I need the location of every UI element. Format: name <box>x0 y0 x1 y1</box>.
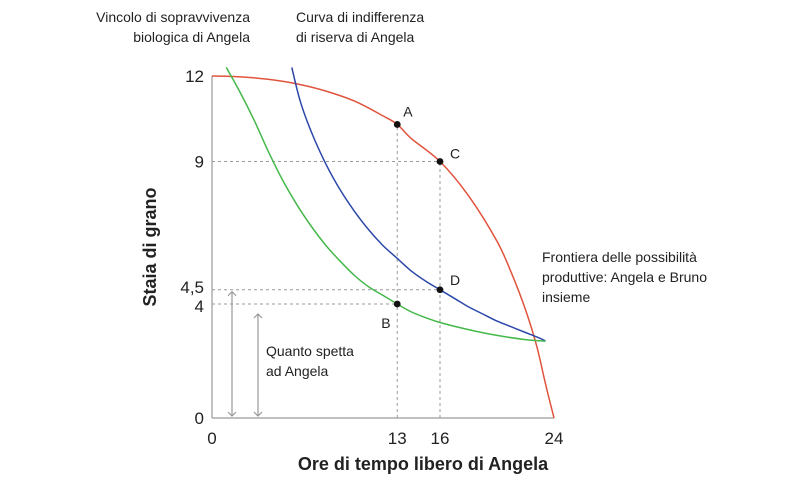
point-a <box>393 121 401 128</box>
point-label-d: D <box>450 272 460 288</box>
point-c <box>436 158 444 165</box>
point-b <box>393 300 401 308</box>
points: A B C D <box>381 103 460 331</box>
axes <box>211 76 554 419</box>
y-tick-label: 12 <box>185 67 204 86</box>
tick-labels: 0 13 16 24 0 44,5 9 12 Ore di tempo libero di An… <box>140 67 563 474</box>
y-tick-label: 4 <box>195 297 204 316</box>
frontier-curve <box>211 75 555 419</box>
y-tick-label: 4,5 <box>180 278 204 297</box>
y-tick-label: 9 <box>195 153 204 172</box>
annotation-arrows <box>227 290 263 417</box>
indifference-curve-label: Curva di indifferenza di riserva di Angel… <box>296 9 424 45</box>
x-tick-label: 24 <box>545 429 564 448</box>
indifference-curve <box>291 67 546 342</box>
point-d <box>436 286 444 294</box>
curve-labels: Vincolo di sopravvivenza biologica di Ang… <box>96 9 707 379</box>
x-axis-title: Ore di tempo libero di Angela <box>298 454 549 474</box>
curves <box>211 67 555 419</box>
income-annotation-label: Quanto spetta ad Angela <box>266 343 354 379</box>
y-tick-label: 0 <box>195 409 204 428</box>
point-label-b: B <box>381 315 390 331</box>
point-label-c: C <box>450 146 460 162</box>
x-tick-label: 13 <box>388 429 407 448</box>
x-tick-label: 0 <box>207 429 216 448</box>
frontier-label: Frontiera delle possibilità produttive: A… <box>542 249 707 305</box>
survival-constraint-label: Vincolo di sopravvivenza biologica di Ang… <box>96 9 250 45</box>
point-label-a: A <box>403 103 413 119</box>
x-tick-label: 16 <box>431 429 450 448</box>
y-axis-title: Staia di grano <box>140 187 160 306</box>
survival-curve <box>225 67 546 342</box>
